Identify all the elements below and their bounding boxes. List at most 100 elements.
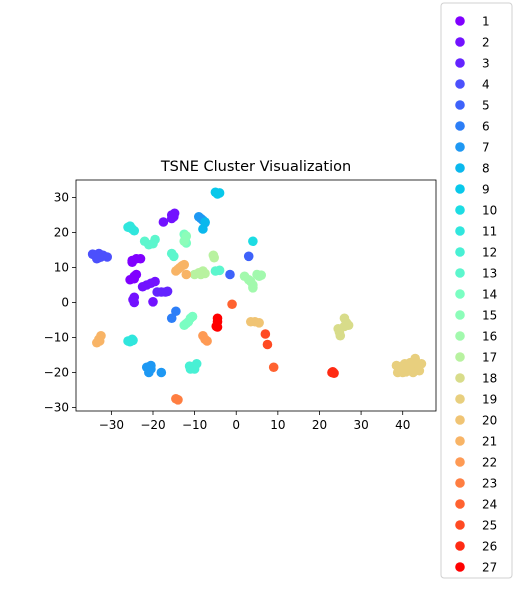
- data-point-cluster-1: [135, 253, 146, 264]
- data-point-cluster-13: [169, 251, 179, 262]
- legend-marker: [455, 79, 465, 89]
- data-point-cluster-2: [128, 294, 138, 305]
- data-point-cluster-6: [166, 313, 177, 324]
- legend-marker: [455, 289, 465, 299]
- data-point-cluster-1: [127, 257, 137, 268]
- legend-marker: [455, 58, 465, 68]
- legend-marker: [455, 163, 465, 173]
- data-point-cluster-18: [334, 327, 345, 338]
- legend-marker: [455, 226, 465, 236]
- data-point-cluster-6: [171, 306, 181, 317]
- y-tick-label: −20: [44, 366, 69, 380]
- plot-frame: [75, 179, 437, 412]
- y-tick-label: 20: [54, 226, 69, 240]
- legend-label: 23: [482, 477, 497, 491]
- legend-box: [440, 2, 513, 579]
- legend: 1234567891011121314151617181920212223242…: [440, 2, 513, 579]
- legend-label: 3: [482, 57, 490, 71]
- x-tick-label: 10: [270, 418, 285, 432]
- legend-marker: [455, 331, 465, 341]
- legend-marker: [455, 184, 465, 194]
- legend-label: 4: [482, 78, 490, 92]
- legend-label: 25: [482, 519, 497, 533]
- data-point-cluster-2: [169, 208, 180, 219]
- data-point-cluster-21: [94, 336, 105, 346]
- data-point-cluster-13: [148, 238, 158, 249]
- legend-marker: [455, 310, 465, 320]
- legend-marker: [455, 205, 465, 215]
- legend-label: 1: [482, 15, 490, 29]
- legend-marker: [455, 394, 465, 404]
- data-point-cluster-16: [254, 271, 264, 282]
- data-point-cluster-17: [209, 252, 219, 263]
- data-point-cluster-23: [173, 395, 183, 405]
- data-point-cluster-3: [162, 286, 173, 297]
- legend-label: 10: [482, 204, 497, 218]
- x-tick-label: 30: [353, 418, 368, 432]
- data-point-cluster-21: [181, 269, 192, 280]
- data-point-cluster-27: [211, 321, 222, 332]
- x-tick-label: 20: [312, 418, 327, 432]
- legend-label: 6: [482, 120, 490, 134]
- legend-label: 21: [482, 435, 497, 449]
- data-point-cluster-16: [248, 283, 258, 293]
- data-point-cluster-2: [158, 217, 169, 227]
- y-tick-label: 10: [54, 261, 69, 275]
- legend-marker: [455, 499, 465, 509]
- legend-marker: [455, 247, 465, 257]
- legend-label: 16: [482, 330, 497, 344]
- data-point-cluster-2: [148, 297, 158, 307]
- legend-label: 20: [482, 414, 497, 428]
- legend-marker: [455, 37, 465, 47]
- legend-label: 5: [482, 99, 490, 113]
- data-point-cluster-24: [227, 299, 237, 310]
- legend-label: 11: [482, 225, 497, 239]
- data-point-cluster-8: [200, 217, 210, 227]
- y-tick-label: 0: [61, 296, 69, 310]
- legend-marker: [455, 142, 465, 152]
- legend-marker: [455, 457, 465, 467]
- legend-label: 19: [482, 393, 497, 407]
- legend-label: 26: [482, 540, 497, 554]
- y-tick-label: −10: [44, 331, 69, 345]
- y-tick-label: −30: [44, 401, 69, 415]
- data-point-cluster-19: [413, 360, 424, 370]
- data-point-cluster-22: [202, 336, 212, 346]
- data-point-cluster-3: [152, 287, 162, 297]
- data-point-cluster-12: [184, 361, 195, 372]
- data-point-cluster-11: [125, 221, 135, 231]
- data-point-cluster-9: [212, 189, 223, 199]
- legend-marker: [455, 352, 465, 362]
- data-point-cluster-26: [327, 367, 338, 377]
- data-point-cluster-25: [262, 339, 273, 350]
- legend-label: 17: [482, 351, 497, 365]
- data-point-cluster-14: [187, 311, 198, 322]
- data-point-cluster-1: [129, 273, 140, 284]
- chart-title: TSNE Cluster Visualization: [160, 159, 351, 175]
- data-point-cluster-5: [243, 251, 254, 262]
- legend-marker: [455, 100, 465, 110]
- legend-label: 9: [482, 183, 490, 197]
- x-tick-label: 40: [395, 418, 410, 432]
- x-tick-label: −20: [140, 418, 165, 432]
- legend-marker: [455, 541, 465, 551]
- legend-marker: [455, 268, 465, 278]
- data-point-cluster-18: [341, 318, 352, 328]
- data-point-cluster-14: [181, 318, 192, 329]
- legend-label: 22: [482, 456, 497, 470]
- legend-marker: [455, 562, 465, 572]
- data-point-cluster-10: [248, 236, 258, 247]
- data-point-cluster-19: [405, 357, 415, 368]
- legend-marker: [455, 520, 465, 530]
- data-point-cluster-2: [137, 281, 148, 292]
- plot-points: [87, 187, 427, 405]
- legend-marker: [455, 121, 465, 131]
- legend-label: 7: [482, 141, 490, 155]
- legend-label: 24: [482, 498, 497, 512]
- data-point-cluster-4: [94, 252, 104, 263]
- legend-label: 14: [482, 288, 497, 302]
- legend-label: 12: [482, 246, 497, 260]
- data-point-cluster-17: [196, 269, 206, 280]
- legend-label: 2: [482, 36, 490, 50]
